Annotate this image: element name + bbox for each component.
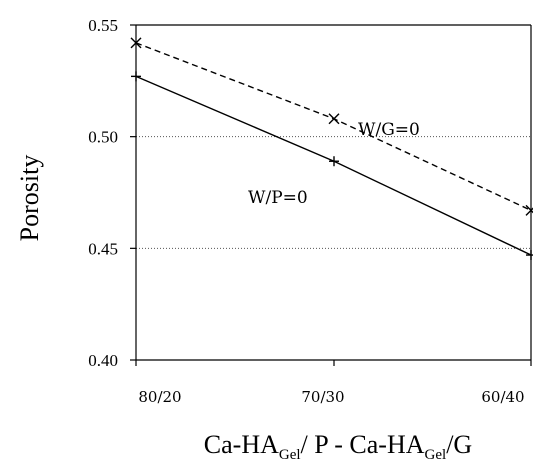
x-tick-label-2: 60/40 — [481, 388, 524, 406]
series-0-point-1 — [328, 113, 340, 125]
y-axis-title: Porosity — [15, 155, 44, 242]
series-1-point-2 — [526, 250, 533, 261]
x-axis-title-part-2: / P - Ca-HA — [301, 430, 425, 459]
series-line-0 — [135, 42, 532, 212]
x-tick-label-0: 80/20 — [138, 388, 181, 406]
series-1-point-1 — [329, 156, 339, 167]
x-tick-label-1: 70/30 — [301, 388, 344, 406]
x-axis-title-sub-1: Gel — [279, 447, 301, 463]
gridlines — [136, 136, 531, 249]
series-1-point-0 — [131, 71, 141, 82]
series-0-point-0 — [130, 37, 142, 49]
x-axis-title-part-3: /G — [446, 430, 472, 459]
series-label-wp: W/P=0 — [248, 188, 308, 208]
y-tick-label-3: 0.55 — [88, 16, 118, 35]
series-group — [130, 37, 533, 261]
x-axis-title-part-1: Ca-HA — [204, 430, 279, 459]
axes — [135, 24, 532, 361]
series-0-point-2 — [525, 204, 533, 216]
x-axis-title: Ca-HAGel/ P - Ca-HAGel/G — [204, 430, 472, 463]
y-tick-label-2: 0.50 — [88, 128, 118, 147]
x-ticks: 80/20 70/30 60/40 — [135, 360, 532, 406]
x-axis-title-sub-2: Gel — [425, 447, 447, 463]
y-tick-label-1: 0.45 — [88, 239, 118, 258]
y-tick-label-0: 0.40 — [88, 351, 118, 370]
y-ticks: 0.40 0.45 0.50 0.55 — [88, 16, 136, 370]
series-label-wg: W/G=0 — [358, 120, 420, 140]
